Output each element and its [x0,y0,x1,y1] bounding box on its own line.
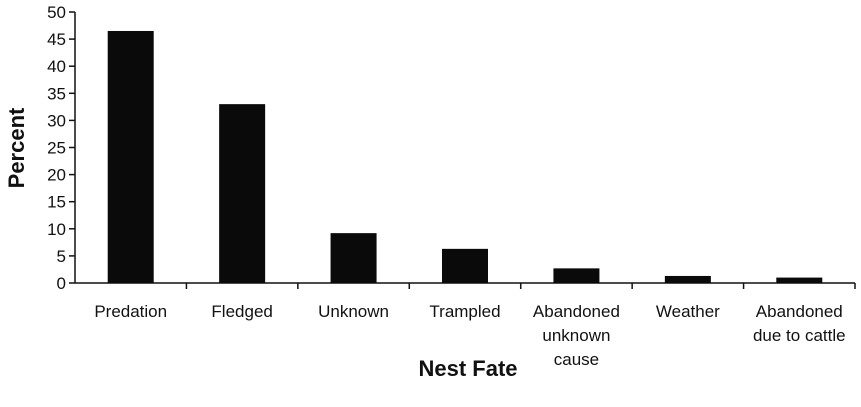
x-axis-title: Nest Fate [418,356,517,381]
bar [664,275,711,283]
y-tick-label: 25 [47,139,66,158]
y-tick-label: 0 [57,274,66,293]
plot-area: 0 5 10 15 20 25 30 35 40 45 50 Predation Fledged Unkn… [47,3,856,369]
y-tick-label: 20 [47,166,66,185]
bar [219,104,266,283]
y-tick-label: 30 [47,111,66,130]
x-category-label: unknown [542,326,610,345]
y-tick-label: 15 [47,193,66,212]
y-tick-label: 10 [47,220,66,239]
x-category-label: due to cattle [753,326,846,345]
x-category-label: Abandoned [533,302,620,321]
bar [553,268,600,283]
x-category-label: Trampled [429,302,500,321]
y-tick-label: 45 [47,30,66,49]
bar [107,30,154,283]
x-category-label: Fledged [211,302,272,321]
bar [442,248,488,283]
x-category-label: Weather [656,302,720,321]
x-category-label: Abandoned [756,302,843,321]
x-category-label: Unknown [318,302,389,321]
x-category-label: cause [554,350,599,369]
y-tick-label: 5 [57,247,66,266]
bar [330,233,377,283]
y-tick-label: 35 [47,84,66,103]
x-category-label: Predation [94,302,167,321]
y-tick-label: 40 [47,57,66,76]
y-tick-label: 50 [47,3,66,22]
bar [776,277,823,283]
y-axis-title: Percent [4,107,29,188]
